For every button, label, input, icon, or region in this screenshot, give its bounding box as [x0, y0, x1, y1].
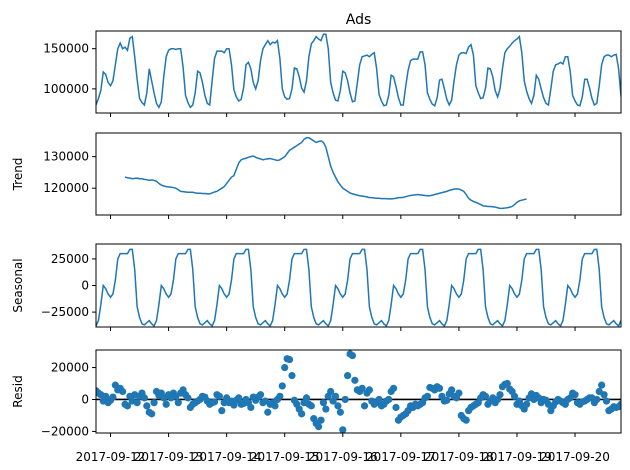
- seasonal-series-line: [96, 248, 621, 327]
- resid-point: [462, 416, 470, 424]
- resid-point: [322, 405, 330, 413]
- y-tick-label: 100000: [43, 82, 89, 96]
- resid-point: [285, 355, 294, 364]
- resid-point: [443, 396, 451, 404]
- resid-point: [600, 391, 608, 399]
- x-tick-label: 2017-09-14: [192, 450, 262, 464]
- resid-point: [339, 426, 347, 433]
- resid-point: [119, 387, 127, 396]
- resid-point: [593, 395, 601, 404]
- observed-series-line: [96, 33, 621, 110]
- x-tick-label: 2017-09-19: [482, 450, 552, 464]
- resid-point: [331, 392, 340, 400]
- resid-point: [278, 382, 286, 390]
- resid-point: [510, 392, 519, 400]
- panel-frame: [95, 349, 622, 434]
- resid-point: [385, 395, 393, 404]
- resid-point: [264, 408, 272, 416]
- y-tick-label: 120000: [43, 181, 89, 195]
- resid-point: [598, 381, 606, 389]
- resid-point: [317, 416, 325, 424]
- resid-point: [319, 399, 328, 407]
- resid-point: [143, 402, 151, 410]
- panel-frame: [95, 30, 622, 114]
- x-tick-label: 2017-09-13: [134, 450, 204, 464]
- resid-point: [276, 392, 284, 400]
- resid-point: [341, 395, 349, 404]
- resid-point: [503, 379, 511, 388]
- resid-point: [302, 394, 311, 402]
- resid-point: [307, 402, 315, 410]
- resid-point: [256, 391, 265, 399]
- resid-point: [389, 384, 398, 392]
- resid-point: [174, 399, 182, 407]
- resid-point: [327, 387, 335, 396]
- resid-point: [271, 402, 279, 410]
- resid-point: [288, 371, 296, 380]
- resid-point: [123, 402, 132, 410]
- y-tick-label: 150000: [43, 42, 89, 56]
- resid-point: [235, 394, 243, 402]
- resid-point: [148, 410, 156, 418]
- resid-point: [184, 394, 192, 402]
- resid-point: [247, 403, 255, 412]
- resid-point: [218, 407, 226, 415]
- resid-point: [298, 410, 306, 418]
- resid-point: [375, 395, 383, 404]
- resid-point: [496, 391, 504, 399]
- x-tick-label: 2017-09-16: [308, 450, 378, 464]
- resid-point: [423, 392, 432, 400]
- y-tick-label: 130000: [43, 150, 89, 164]
- y-tick-label: 0: [81, 392, 89, 406]
- resid-point: [334, 402, 342, 410]
- resid-point: [351, 376, 359, 384]
- resid-point: [617, 400, 621, 408]
- x-tick-label: 2017-09-12: [76, 450, 146, 464]
- x-tick-label: 2017-09-18: [424, 450, 494, 464]
- resid-point: [102, 392, 110, 400]
- resid-point: [162, 400, 170, 408]
- y-tick-label: −25000: [41, 305, 89, 319]
- panel-frame: [95, 132, 622, 216]
- resid-point: [448, 386, 456, 394]
- x-tick-label: 2017-09-15: [250, 450, 320, 464]
- x-tick-label: 2017-09-20: [540, 450, 610, 464]
- resid-point: [523, 400, 531, 408]
- resid-point: [455, 389, 463, 397]
- resid-point: [392, 403, 400, 412]
- resid-point: [314, 423, 323, 431]
- y-axis-title: Seasonal: [11, 258, 25, 312]
- resid-point: [150, 399, 158, 407]
- resid-point: [348, 351, 357, 360]
- y-tick-label: 20000: [51, 361, 89, 375]
- resid-point: [435, 384, 444, 392]
- y-axis-title: Trend: [11, 158, 25, 192]
- y-tick-label: 25000: [51, 252, 89, 266]
- resid-point: [336, 408, 344, 416]
- resid-point: [210, 398, 219, 406]
- resid-point: [109, 393, 117, 401]
- resid-point: [365, 386, 373, 394]
- trend-series-line: [124, 136, 527, 210]
- y-tick-label: −20000: [41, 424, 89, 438]
- resid-point: [571, 391, 579, 399]
- resid-point: [215, 392, 223, 400]
- resid-point: [133, 399, 141, 407]
- panel-frame: [95, 243, 622, 328]
- resid-point: [140, 394, 148, 402]
- chart-title: Ads: [346, 12, 372, 28]
- resid-point: [344, 371, 352, 380]
- resid-point: [360, 402, 369, 410]
- x-tick-label: 2017-09-17: [366, 450, 436, 464]
- y-axis-title: Resid: [11, 375, 25, 407]
- y-tick-label: 0: [81, 279, 89, 293]
- resid-point: [481, 392, 490, 400]
- resid-point: [281, 363, 289, 372]
- resid-point: [602, 397, 611, 405]
- resid-point: [358, 384, 366, 392]
